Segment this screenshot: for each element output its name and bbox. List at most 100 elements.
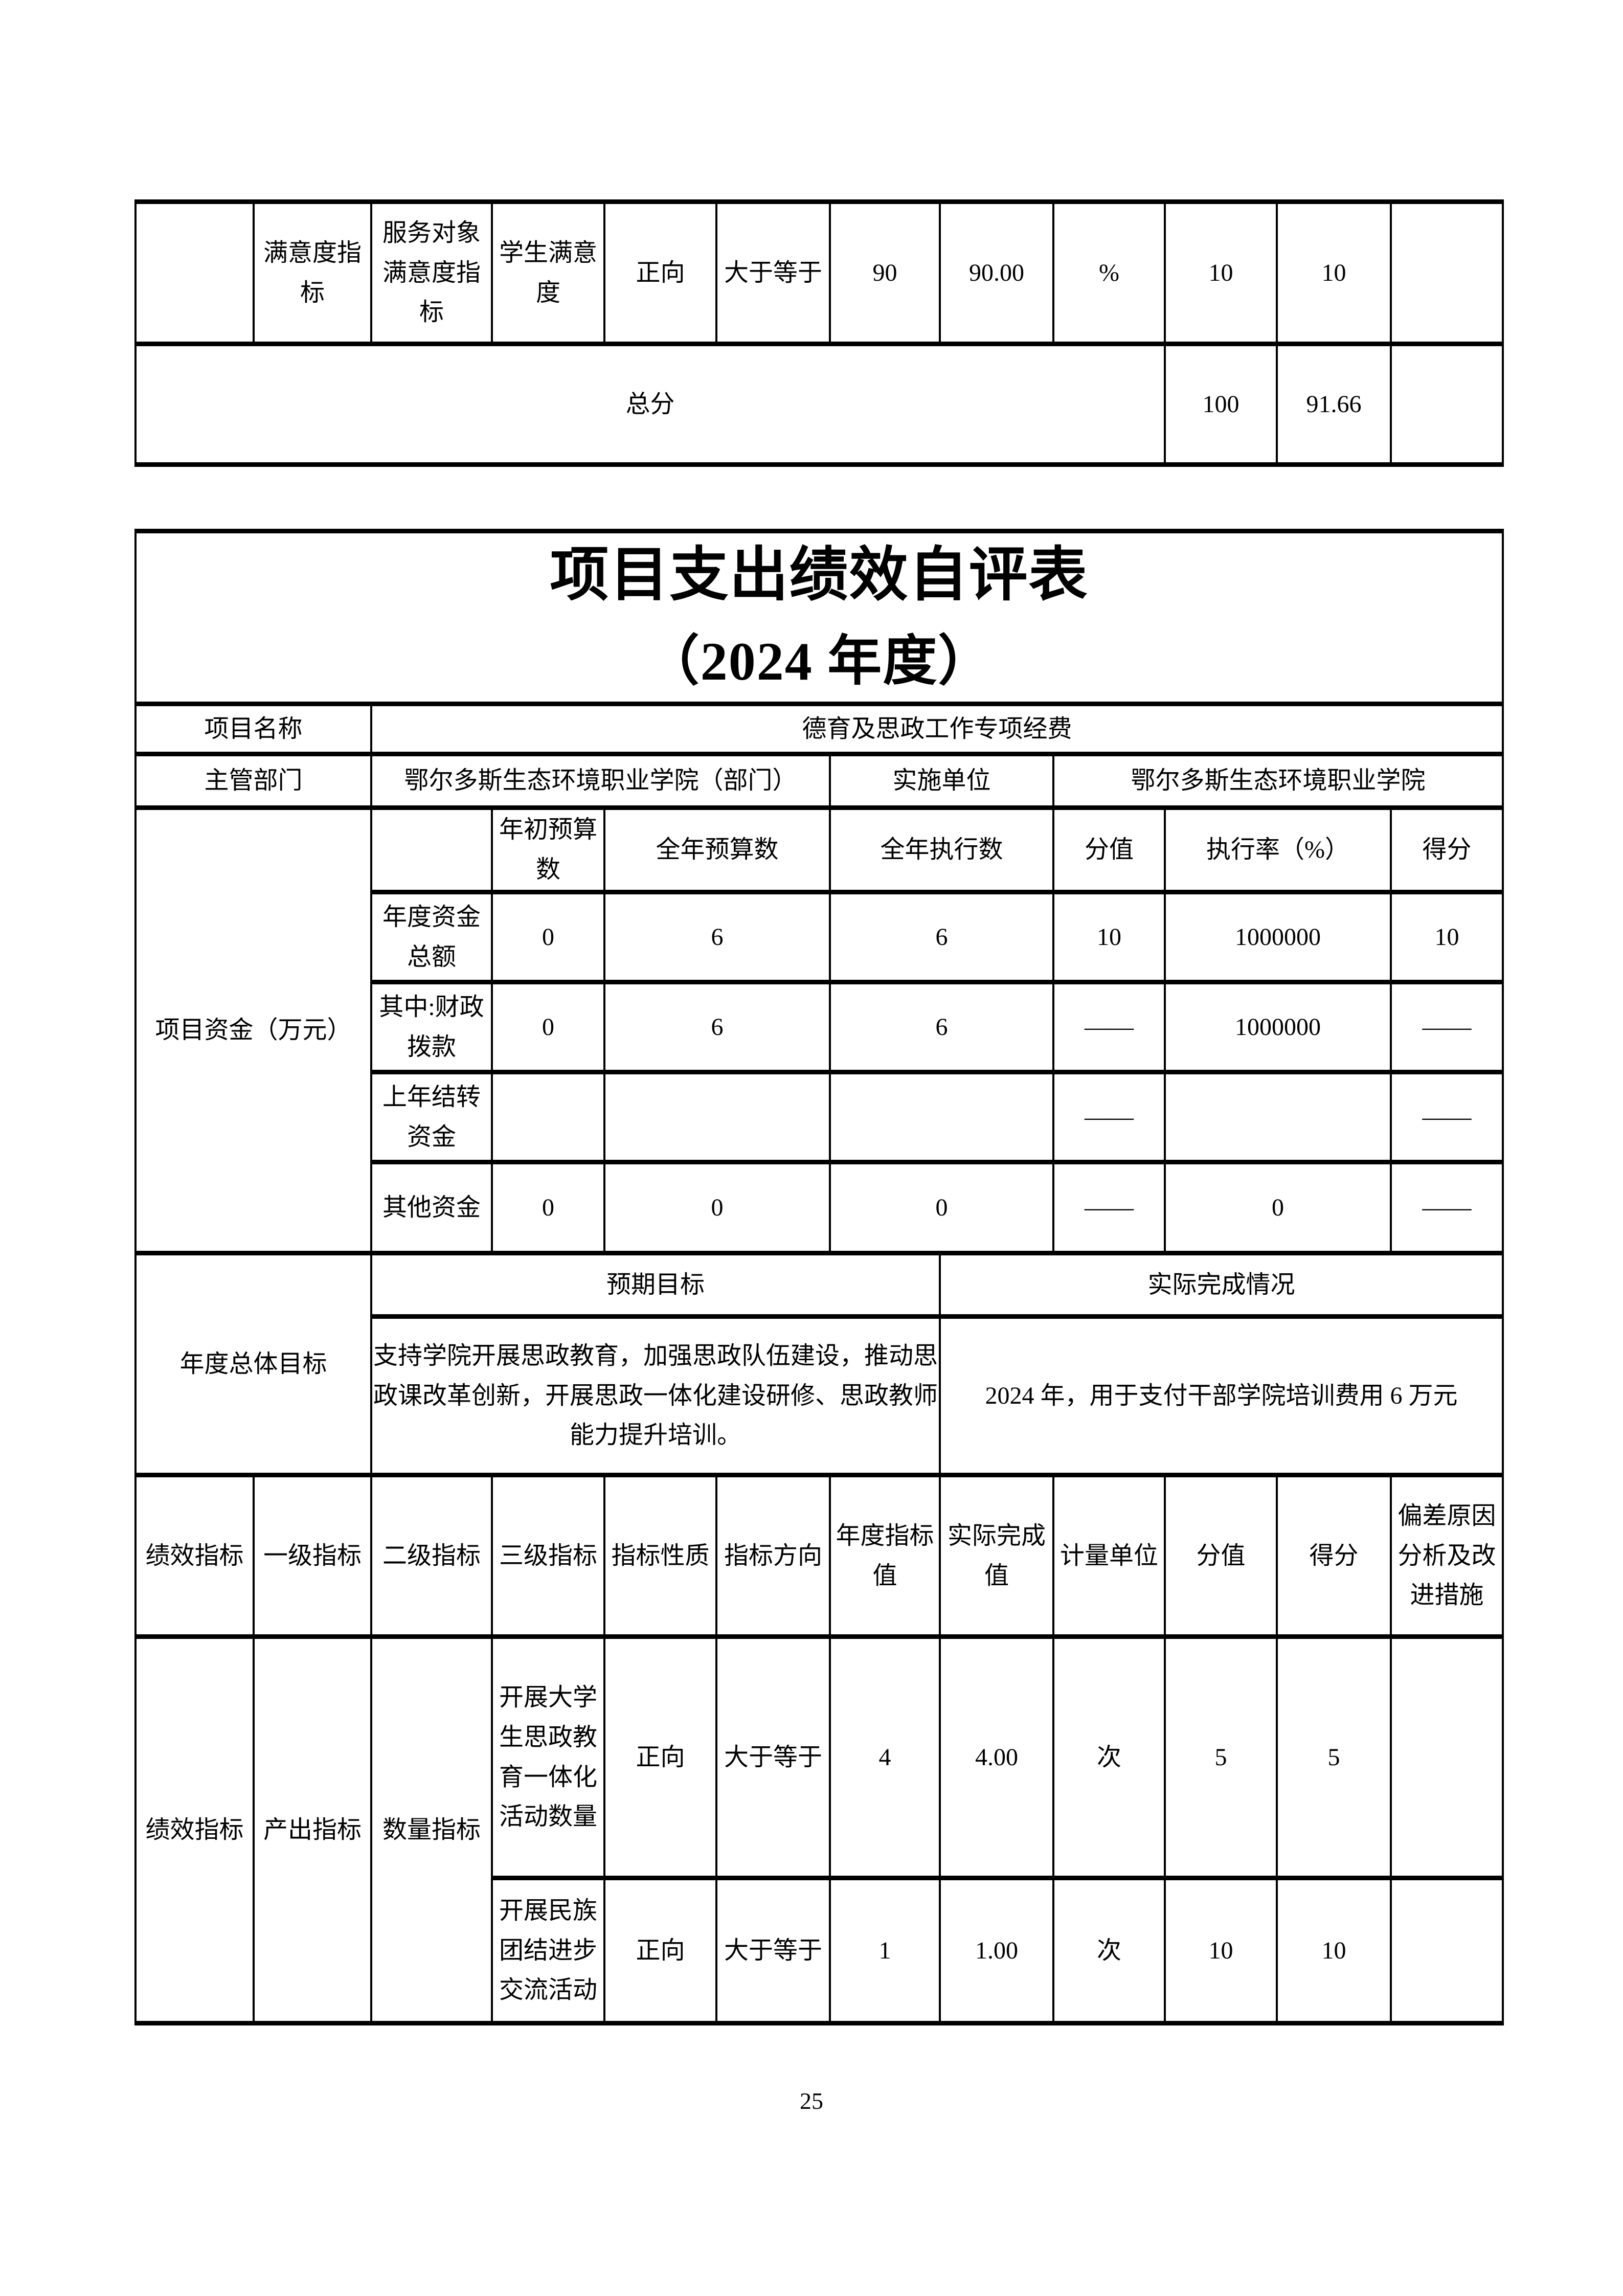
ind-header: 计量单位: [1052, 1473, 1166, 1639]
fund-initial: 0: [491, 1160, 605, 1255]
fund-row-label: 其他资金: [370, 1160, 493, 1255]
ind-score-value: 10: [1164, 1876, 1278, 2025]
row-project-name: 项目名称 德育及思政工作专项经费: [134, 702, 1504, 756]
fund-exec: [829, 1070, 1054, 1164]
row-funds-carryover: 上年结转资金 —— ——: [136, 1070, 1504, 1164]
funds-col-annual-exec: 全年执行数: [829, 805, 1054, 894]
funds-col-exec-rate: 执行率（%）: [1164, 805, 1392, 894]
page-number: 25: [800, 2088, 823, 2114]
impl-unit-label: 实施单位: [829, 752, 1054, 810]
fund-budget: 0: [603, 1160, 831, 1255]
fund-rate: 0: [1164, 1160, 1392, 1255]
fund-initial: [491, 1070, 605, 1164]
fund-score-value: 10: [1052, 890, 1166, 984]
cell-level4: 学生满意度: [491, 199, 605, 346]
funds-col-initial-budget: 年初预算数: [491, 805, 605, 894]
ind-unit: 次: [1052, 1634, 1166, 1880]
row-goals-content: 支持学院开展思政教育，加强思政队伍建设，推动思政课改革创新，开展思政一体化建设研…: [136, 1314, 1504, 1477]
ind-header: 一级指标: [253, 1473, 372, 1639]
row-funds-other: 其他资金 0 0 0 —— 0 ——: [136, 1160, 1504, 1255]
ind-header: 得分: [1276, 1473, 1392, 1639]
ind-group-level2: 产出指标: [253, 1634, 372, 2025]
funds-col-annual-budget: 全年预算数: [603, 805, 831, 894]
cell-actual-value: 90.00: [939, 199, 1054, 346]
fund-initial: 0: [491, 890, 605, 984]
fund-row-label: 其中:财政拨款: [370, 980, 493, 1074]
row-goals-header: 年度总体目标 预期目标 实际完成情况: [134, 1251, 1504, 1477]
goals-actual-text: 2024 年，用于支付干部学院培训费用 6 万元: [939, 1314, 1504, 1477]
ind-header: 二级指标: [370, 1473, 493, 1639]
ind-actual: 1.00: [939, 1876, 1054, 2025]
ind-name: 开展民族团结进步交流活动: [491, 1876, 605, 2025]
fund-score: 10: [1390, 890, 1504, 984]
cell-level2: 满意度指标: [253, 199, 372, 346]
cell-target-value: 90: [829, 199, 941, 346]
title-block: 项目支出绩效自评表 （2024 年度）: [138, 542, 1501, 692]
fund-rate: 1000000: [1164, 980, 1392, 1074]
row-total-score: 总分 100 91.66: [134, 342, 1504, 467]
cell-remark: [1390, 199, 1504, 346]
ind-score: 5: [1276, 1634, 1392, 1880]
cell-total-score-value: 100: [1164, 342, 1278, 467]
cell-score-value: 10: [1164, 199, 1278, 346]
funds-col-score-value: 分值: [1052, 805, 1166, 894]
fund-budget: [603, 1070, 831, 1164]
ind-score: 10: [1276, 1876, 1392, 2025]
self-evaluation-table: 项目支出绩效自评表 （2024 年度） 项目名称 德育及思政工作专项经费 主管部…: [134, 529, 1504, 2025]
dept-value: 鄂尔多斯生态环境职业学院（部门）: [370, 752, 831, 810]
table-subtitle: （2024 年度）: [645, 632, 994, 692]
row-title: 项目支出绩效自评表 （2024 年度）: [134, 529, 1504, 706]
cell-level1: [134, 199, 255, 346]
row-indicator-1: 绩效指标 产出指标 数量指标 开展大学生思政教育一体化活动数量 正向 大于等于 …: [134, 1634, 1504, 2025]
goals-side-label: 年度总体目标: [134, 1251, 372, 1477]
cell-level3: 服务对象满意度指标: [370, 199, 493, 346]
ind-direction: 大于等于: [715, 1876, 831, 2025]
ind-remark: [1390, 1634, 1504, 1880]
row-satisfaction: 满意度指标 服务对象满意度指标 学生满意度 正向 大于等于 90 90.00 %…: [134, 199, 1504, 346]
fund-exec: 6: [829, 980, 1054, 1074]
ind-header: 三级指标: [491, 1473, 605, 1639]
cell-score: 10: [1276, 199, 1392, 346]
fund-exec: 0: [829, 1160, 1054, 1255]
project-name-value: 德育及思政工作专项经费: [370, 702, 1504, 756]
row-departments: 主管部门 鄂尔多斯生态环境职业学院（部门） 实施单位 鄂尔多斯生态环境职业学院: [134, 752, 1504, 810]
fund-row-label: 上年结转资金: [370, 1070, 493, 1164]
ind-direction: 大于等于: [715, 1634, 831, 1880]
table-title: 项目支出绩效自评表: [550, 542, 1089, 607]
ind-header: 年度指标值: [829, 1473, 941, 1639]
project-name-label: 项目名称: [134, 702, 372, 756]
ind-header: 实际完成值: [939, 1473, 1054, 1639]
ind-target: 1: [829, 1876, 941, 2025]
goals-actual-header: 实际完成情况: [939, 1251, 1504, 1319]
ind-actual: 4.00: [939, 1634, 1054, 1880]
cell-total-remark: [1390, 342, 1504, 467]
fund-exec: 6: [829, 890, 1054, 984]
ind-unit: 次: [1052, 1876, 1166, 2025]
fund-score-value: ——: [1052, 1160, 1166, 1255]
ind-header: 指标方向: [715, 1473, 831, 1639]
ind-header-deviation: 偏差原因分析及改进措施: [1390, 1473, 1504, 1639]
fund-budget: 6: [603, 980, 831, 1074]
row-funds-header: 项目资金（万元） 年初预算数 全年预算数 全年执行数 分值 执行率（%） 得分: [134, 805, 1504, 1255]
ind-group-level1: 绩效指标: [134, 1634, 255, 2025]
ind-nature: 正向: [603, 1634, 717, 1880]
funds-side-label: 项目资金（万元）: [134, 805, 372, 1255]
fund-score-value: ——: [1052, 1070, 1166, 1164]
goals-expected-header: 预期目标: [370, 1251, 941, 1319]
row-indicator-header: 绩效指标 一级指标 二级指标 三级指标 指标性质 指标方向 年度指标值 实际完成…: [134, 1473, 1504, 1639]
dept-label: 主管部门: [134, 752, 372, 810]
ind-header: 绩效指标: [134, 1473, 255, 1639]
funds-corner-cell: [370, 805, 493, 894]
funds-col-score: 得分: [1390, 805, 1504, 894]
ind-header: 指标性质: [603, 1473, 717, 1639]
row-funds-fiscal: 其中:财政拨款 0 6 6 —— 1000000 ——: [136, 980, 1504, 1074]
cell-nature: 正向: [603, 199, 717, 346]
fund-score: ——: [1390, 980, 1504, 1074]
carryover-table: 满意度指标 服务对象满意度指标 学生满意度 正向 大于等于 90 90.00 %…: [134, 199, 1504, 467]
fund-score: ——: [1390, 1070, 1504, 1164]
fund-rate: [1164, 1070, 1392, 1164]
ind-nature: 正向: [603, 1876, 717, 2025]
goals-expected-text: 支持学院开展思政教育，加强思政队伍建设，推动思政课改革创新，开展思政一体化建设研…: [370, 1314, 941, 1477]
ind-group-level3: 数量指标: [370, 1634, 493, 2025]
